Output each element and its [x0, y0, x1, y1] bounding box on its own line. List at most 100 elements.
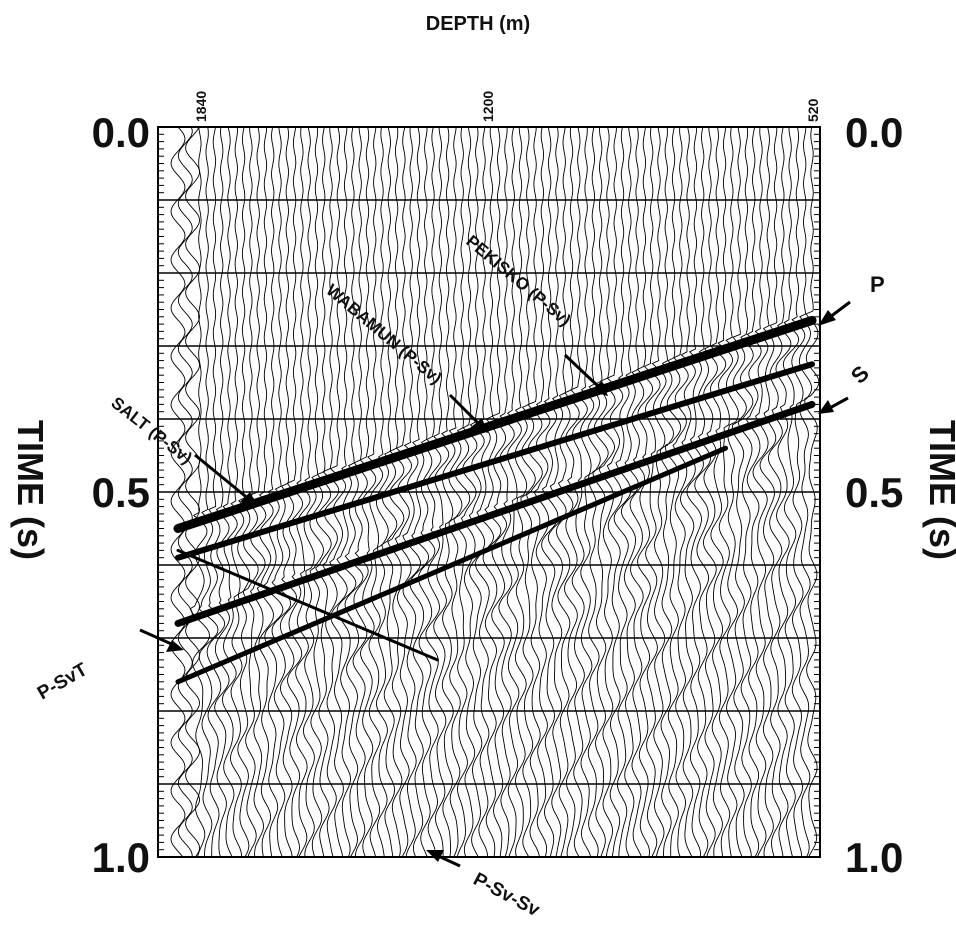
- seismic-trace: [322, 126, 340, 858]
- seismic-trace: [491, 126, 508, 858]
- seismic-trace: [636, 126, 654, 858]
- seismic-trace: [592, 127, 609, 858]
- seismic-trace: [737, 126, 754, 858]
- seismic-trace: [791, 126, 806, 858]
- seismic-trace: [725, 126, 739, 858]
- seismic-trace: [425, 126, 442, 858]
- seismic-trace: [315, 126, 332, 858]
- seismic-trace: [468, 126, 486, 858]
- seismic-trace: [767, 126, 783, 858]
- seismic-trace: [230, 126, 245, 857]
- depth-tick-1840: 1840: [193, 91, 209, 122]
- seismic-trace: [448, 126, 463, 858]
- depth-tick-520: 520: [805, 98, 821, 122]
- seismic-trace: [409, 126, 430, 858]
- seismic-trace: [672, 126, 689, 858]
- seismic-trace: [417, 126, 436, 858]
- time-tick-left-0: 0.0: [92, 109, 150, 156]
- seismic-trace: [520, 126, 536, 858]
- seismic-trace: [620, 126, 639, 858]
- event-text-p: P: [870, 272, 885, 297]
- seismic-trace: [659, 126, 674, 858]
- seismic-trace: [242, 127, 259, 858]
- event-label-p-sv-sv: P-Sv-Sv: [426, 850, 543, 921]
- seismic-trace: [375, 126, 389, 858]
- time-tick-right-0: 0.0: [845, 109, 903, 156]
- seismic-trace: [402, 126, 421, 858]
- seismic-trace: [475, 126, 494, 858]
- event-label-s: S: [818, 360, 874, 414]
- seismic-trace: [206, 126, 226, 857]
- seismic-trace: [309, 126, 324, 858]
- event-label-p: P: [818, 272, 885, 326]
- seismic-trace: [629, 126, 646, 858]
- seismic-trace: [237, 126, 251, 858]
- seismic-trace: [514, 127, 528, 858]
- seismic-trace: [185, 126, 201, 858]
- seismic-trace: [249, 126, 267, 858]
- seismic-trace: [709, 126, 727, 858]
- seismic-trace: [498, 126, 515, 858]
- seismic-trace: [702, 126, 718, 858]
- seismic-trace: [506, 126, 522, 858]
- seismic-trace: [344, 126, 364, 858]
- seismic-trace: [745, 126, 762, 858]
- seismic-trace: [570, 126, 588, 858]
- seismic-trace: [302, 126, 317, 858]
- time-tick-left-1: 1.0: [92, 834, 150, 881]
- seismic-trace: [643, 126, 661, 858]
- seismic-trace: [804, 126, 820, 858]
- seismic-trace: [752, 126, 769, 858]
- seismic-trace: [177, 126, 193, 858]
- seismic-trace: [359, 126, 377, 858]
- seismic-trace: [613, 126, 632, 858]
- time-tick-left-05: 0.5: [92, 469, 150, 516]
- p-coda-band: [175, 361, 815, 561]
- seismic-trace: [221, 126, 238, 858]
- seismic-trace: [775, 126, 792, 858]
- reflected-downgoing-band: [176, 548, 439, 662]
- seismic-trace: [587, 126, 601, 858]
- p-first-arrival-band: [173, 315, 817, 533]
- seismic-trace: [295, 126, 311, 858]
- seismic-trace: [664, 126, 682, 858]
- seismic-trace: [782, 127, 800, 858]
- time-tick-right-1: 1.0: [845, 834, 903, 881]
- seismic-trace: [651, 126, 667, 858]
- time-tick-right-05: 0.5: [845, 469, 903, 516]
- seismic-trace: [564, 126, 580, 858]
- seismic-trace: [686, 127, 704, 858]
- s-arrival-band: [174, 400, 816, 627]
- depth-tick-1200: 1200: [480, 91, 496, 122]
- event-text-p-sv-sv: P-Sv-Sv: [470, 869, 544, 921]
- seismic-trace: [433, 126, 450, 857]
- seismic-trace: [533, 126, 551, 858]
- seismic-trace: [263, 126, 284, 858]
- seismic-trace: [256, 126, 274, 858]
- chart-title: DEPTH (m): [426, 13, 530, 35]
- seismic-trace: [189, 126, 210, 858]
- seismic-trace: [580, 126, 595, 858]
- event-text-s: S: [846, 360, 874, 388]
- seismic-trace: [759, 126, 777, 858]
- seismic-trace: [336, 127, 357, 858]
- seismic-trace: [170, 126, 186, 858]
- seismic-trace: [525, 126, 543, 858]
- seismic-trace: [717, 126, 734, 858]
- seismic-trace: [329, 126, 348, 858]
- seismic-trace: [441, 126, 456, 858]
- seismic-trace: [453, 126, 471, 858]
- event-text-p-svt: P-SvT: [34, 659, 91, 704]
- time-axis-label-right: TIME (s): [922, 420, 956, 560]
- seismic-trace: [798, 126, 813, 858]
- time-axis-label-left: TIME (s): [10, 420, 51, 560]
- plot-area: [157, 126, 821, 858]
- p-sv-converted-band: [175, 445, 729, 685]
- seismic-trace: [367, 126, 384, 858]
- seismic-trace: [460, 126, 478, 858]
- seismic-trace: [541, 126, 559, 858]
- seismic-trace: [214, 126, 230, 858]
- seismic-trace: [198, 126, 219, 858]
- seismic-trace: [482, 126, 502, 858]
- seismic-trace: [680, 126, 696, 858]
